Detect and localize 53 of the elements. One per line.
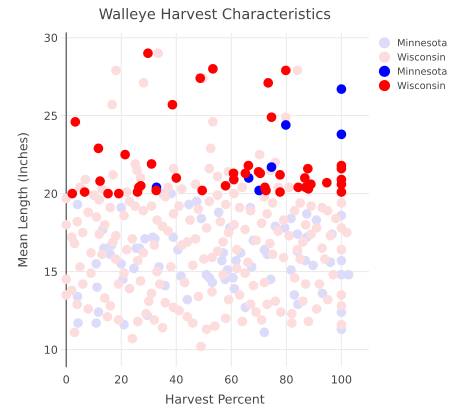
point (80, 187, 90, 197)
point (151, 186, 162, 196)
x-axis-title: Harvest Percent (166, 394, 264, 404)
y-tick-label: 15 (44, 268, 57, 276)
x-tick-label: 20 (115, 375, 128, 384)
y-axis-title: Mean Length (Inches) (18, 133, 30, 266)
point (281, 120, 291, 130)
point (168, 100, 178, 110)
point (208, 64, 218, 74)
x-tick-label: 60 (225, 375, 238, 384)
legend-label: Minnesota (398, 67, 446, 75)
point (336, 187, 346, 197)
point (336, 84, 346, 94)
point (143, 48, 153, 58)
point (197, 186, 207, 196)
point (114, 188, 124, 198)
legend-label: Wisconsin (397, 82, 445, 90)
point (94, 144, 104, 154)
point (263, 78, 274, 88)
point (70, 117, 80, 127)
point (95, 176, 105, 186)
point (220, 180, 230, 191)
point (322, 178, 332, 188)
legend-label: Wisconsin (397, 53, 445, 61)
y-tick-label: 25 (44, 112, 57, 120)
point (281, 66, 291, 76)
point (275, 187, 285, 197)
point (67, 188, 78, 198)
y-tick-label: 20 (44, 190, 58, 198)
chart-title: Walleye Harvest Characteristics (99, 8, 330, 22)
point (261, 186, 271, 196)
point (120, 150, 130, 160)
x-tick-label: 100 (332, 375, 352, 384)
point (275, 170, 285, 180)
point (228, 174, 239, 184)
point (266, 112, 276, 122)
point (300, 173, 310, 183)
point (303, 164, 313, 174)
x-tick-label: 80 (280, 375, 293, 384)
point (336, 130, 346, 140)
point (146, 159, 156, 169)
point (244, 160, 254, 170)
legend-label: Minnesota (398, 38, 446, 46)
y-tick-label: 30 (44, 34, 58, 42)
point (266, 162, 276, 172)
x-tick-label: 40 (170, 375, 183, 384)
point (171, 173, 182, 183)
point (103, 188, 113, 198)
point (306, 179, 316, 190)
point (240, 168, 250, 178)
x-tick-label: 0 (63, 375, 70, 384)
y-tick-label: 10 (44, 346, 58, 354)
point (195, 73, 206, 83)
